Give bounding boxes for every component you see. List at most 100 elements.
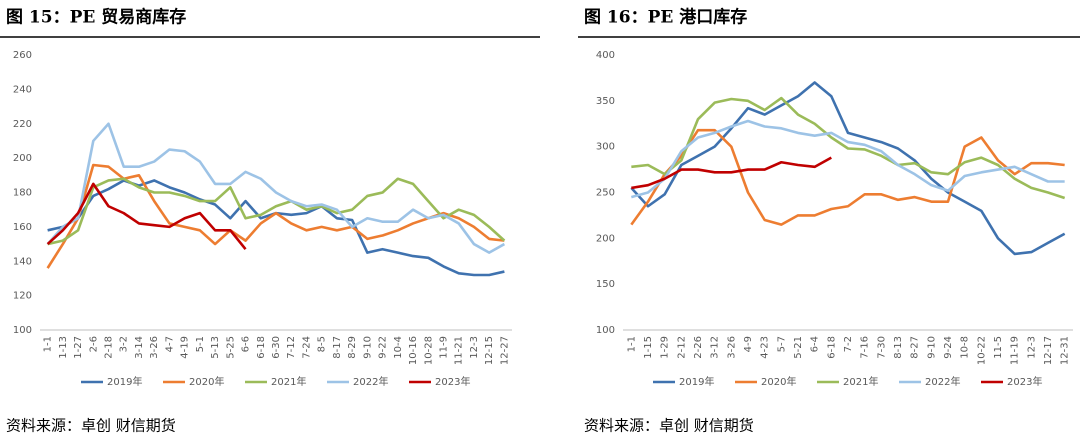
x-tick-label: 5-1 (195, 336, 206, 352)
x-tick-label: 12-3 (1026, 336, 1037, 359)
series-line (630, 128, 1065, 226)
x-tick-label: 5-21 (793, 336, 804, 359)
x-tick-label: 11-21 (454, 336, 465, 365)
x-tick-label: 5-25 (225, 336, 236, 359)
series-line (47, 177, 506, 246)
x-tick-label: 8-27 (910, 336, 921, 359)
x-tick-label: 6-30 (271, 336, 282, 359)
x-tick-label: 2-26 (693, 336, 704, 359)
x-tick-label: 4-9 (743, 336, 754, 352)
panel: 图 16：PE 港口库存 100 150 200 250 300 350 400 1-1 1-15… (578, 7, 1080, 435)
source-note: 资料来源：卓创 财信期货 (584, 417, 754, 435)
y-tick-label: 160 (13, 222, 32, 233)
x-tick-label: 10-8 (960, 336, 971, 359)
x-tick-label: 10-4 (393, 336, 404, 359)
x-tick-label: 12-27 (499, 336, 510, 365)
y-tick-label: 250 (596, 188, 615, 199)
legend-label: 2021年 (271, 375, 306, 388)
x-tick-label: 7-2 (843, 336, 854, 352)
y-tick-label: 350 (596, 96, 615, 107)
series-line (46, 122, 506, 254)
x-tick-label: 3-12 (710, 336, 721, 359)
y-tick-label: 200 (13, 153, 32, 164)
y-tick-label: 100 (13, 325, 32, 336)
x-tick-label: 2-18 (104, 336, 115, 359)
legend-label: 2020年 (189, 375, 224, 388)
x-tick-label: 3-26 (726, 336, 737, 359)
source-note: 资料来源：卓创 财信期货 (6, 417, 176, 435)
x-tick-label: 8-5 (317, 336, 328, 352)
legend-label: 2023年 (1007, 375, 1042, 388)
legend-label: 2019年 (679, 375, 714, 388)
x-tick-label: 1-1 (43, 336, 54, 352)
legend-label: 2023年 (435, 375, 470, 388)
x-tick-label: 7-30 (876, 336, 887, 359)
x-tick-label: 7-12 (286, 336, 297, 359)
x-tick-label: 4-23 (760, 336, 771, 359)
x-tick-label: 1-15 (643, 336, 654, 359)
series-line (631, 156, 832, 190)
x-tick-label: 4-7 (164, 336, 175, 352)
legend-label: 2022年 (353, 375, 388, 388)
x-tick-label: 5-13 (210, 336, 221, 359)
x-tick-label: 8-17 (332, 336, 343, 359)
series-line (631, 96, 1066, 200)
y-tick-label: 220 (13, 119, 32, 130)
y-tick-label: 260 (13, 50, 32, 61)
x-tick-label: 2-12 (676, 336, 687, 359)
x-tick-label: 1-13 (58, 336, 69, 359)
x-tick-label: 9-22 (378, 336, 389, 359)
x-tick-label: 7-16 (860, 336, 871, 359)
x-tick-label: 10-16 (408, 336, 419, 365)
y-tick-label: 150 (596, 279, 615, 290)
series-line (630, 119, 1065, 199)
x-tick-label: 6-18 (256, 336, 267, 359)
x-tick-label: 6-4 (810, 336, 821, 352)
x-tick-label: 12-15 (484, 336, 495, 365)
x-tick-label: 12-17 (1043, 336, 1054, 365)
legend-label: 2021年 (843, 375, 878, 388)
x-tick-label: 4-19 (180, 336, 191, 359)
y-tick-label: 400 (596, 50, 615, 61)
x-tick-label: 11-19 (1010, 336, 1021, 365)
legend-label: 2022年 (925, 375, 960, 388)
x-tick-label: 1-1 (626, 336, 637, 352)
x-tick-label: 3-26 (149, 336, 160, 359)
series-line (47, 179, 505, 277)
y-tick-label: 200 (596, 233, 615, 244)
x-tick-label: 12-3 (469, 336, 480, 359)
x-tick-label: 9-24 (943, 336, 954, 359)
chart-title: 图 16：PE 港口库存 (584, 7, 747, 28)
panel: 图 15：PE 贸易商库存 100 120 140 160 180 200 220 240 260… (0, 7, 540, 435)
x-tick-label: 6-6 (241, 336, 252, 352)
y-tick-label: 100 (596, 325, 615, 336)
x-tick-label: 9-10 (362, 336, 373, 359)
x-tick-label: 2-6 (88, 336, 99, 352)
x-tick-label: 7-24 (301, 336, 312, 359)
x-tick-label: 3-2 (119, 336, 130, 352)
x-tick-label: 10-22 (976, 336, 987, 365)
legend-label: 2019年 (107, 375, 142, 388)
x-tick-label: 10-28 (423, 336, 434, 365)
x-tick-label: 8-29 (347, 336, 358, 359)
x-tick-label: 11-9 (438, 336, 449, 359)
x-tick-label: 5-7 (776, 336, 787, 352)
x-tick-label: 8-13 (893, 336, 904, 359)
legend-label: 2020年 (761, 375, 796, 388)
series-line (46, 182, 247, 251)
x-tick-label: 3-14 (134, 336, 145, 359)
x-tick-label: 12-31 (1060, 336, 1071, 365)
x-tick-label: 6-18 (826, 336, 837, 359)
y-tick-label: 240 (13, 84, 32, 95)
x-tick-label: 11-5 (993, 336, 1004, 359)
x-tick-label: 1-27 (73, 336, 84, 359)
chart-title: 图 15：PE 贸易商库存 (6, 7, 186, 28)
y-tick-label: 140 (13, 256, 32, 267)
x-tick-label: 1-29 (660, 336, 671, 359)
y-tick-label: 300 (596, 142, 615, 153)
y-tick-label: 180 (13, 188, 32, 199)
series-line (630, 81, 1066, 256)
x-tick-label: 9-10 (926, 336, 937, 359)
y-tick-label: 120 (13, 291, 32, 302)
